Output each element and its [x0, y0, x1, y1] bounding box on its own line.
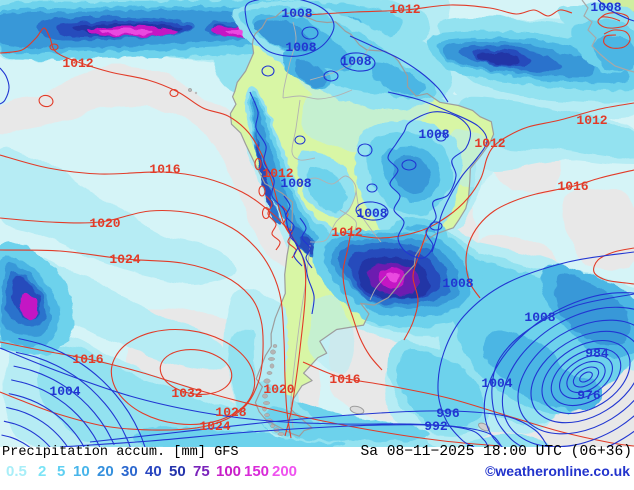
svg-text:1016: 1016	[72, 352, 103, 367]
svg-text:984: 984	[585, 346, 609, 361]
svg-text:1004: 1004	[49, 384, 80, 399]
svg-text:1008: 1008	[340, 54, 371, 69]
svg-text:1012: 1012	[62, 56, 93, 71]
svg-text:1016: 1016	[557, 179, 588, 194]
svg-text:1008: 1008	[280, 176, 311, 191]
svg-text:1008: 1008	[590, 0, 621, 15]
svg-text:1016: 1016	[149, 162, 180, 177]
svg-text:976: 976	[577, 388, 601, 403]
svg-text:1028: 1028	[215, 405, 246, 420]
svg-text:1012: 1012	[576, 113, 607, 128]
svg-text:1012: 1012	[331, 225, 362, 240]
svg-text:1008: 1008	[418, 127, 449, 142]
svg-text:1012: 1012	[262, 166, 293, 181]
svg-text:1008: 1008	[524, 310, 555, 325]
svg-text:1012: 1012	[474, 136, 505, 151]
svg-text:1004: 1004	[481, 376, 512, 391]
svg-text:1020: 1020	[89, 216, 120, 231]
svg-text:1008: 1008	[356, 206, 387, 221]
svg-text:1008: 1008	[442, 276, 473, 291]
svg-text:1016: 1016	[329, 372, 360, 387]
svg-text:1020: 1020	[263, 382, 294, 397]
svg-text:992: 992	[424, 419, 448, 434]
svg-text:1012: 1012	[389, 2, 420, 17]
svg-text:1024: 1024	[199, 419, 230, 434]
svg-text:1008: 1008	[281, 6, 312, 21]
svg-text:996: 996	[436, 406, 460, 421]
svg-text:1008: 1008	[285, 40, 316, 55]
svg-text:1032: 1032	[171, 386, 202, 401]
svg-text:1024: 1024	[109, 252, 140, 267]
